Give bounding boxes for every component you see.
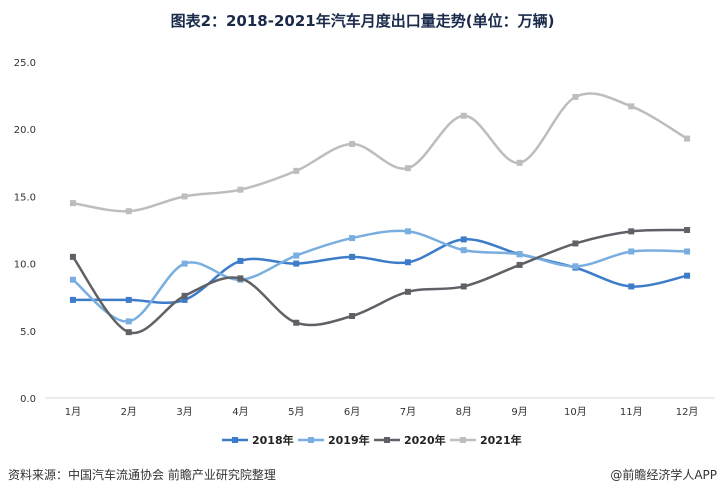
data-point-marker [572, 263, 579, 270]
x-tick-label: 1月 [65, 406, 81, 418]
data-point-marker [460, 236, 467, 243]
data-point-marker [460, 247, 467, 254]
data-point-marker [181, 193, 188, 200]
data-point-marker [516, 251, 523, 258]
x-tick-label: 10月 [564, 406, 587, 418]
data-point-marker [628, 228, 635, 235]
chart-title: 图表2：2018-2021年汽车月度出口量走势(单位：万辆) [170, 12, 555, 30]
data-point-marker [460, 283, 467, 290]
legend-marker [232, 437, 238, 443]
legend-marker [308, 437, 314, 443]
x-tick-label: 7月 [400, 406, 416, 418]
legend-item: 2020年 [374, 433, 446, 447]
data-point-marker [404, 228, 411, 235]
data-point-marker [349, 140, 356, 147]
data-point-marker [69, 253, 76, 260]
x-tick-label: 5月 [288, 406, 304, 418]
data-point-marker [572, 93, 579, 100]
data-point-marker [69, 296, 76, 303]
data-point-marker [237, 275, 244, 282]
data-point-marker [293, 260, 300, 267]
data-point-marker [404, 165, 411, 172]
data-point-marker [293, 167, 300, 174]
data-point-marker [237, 257, 244, 264]
data-point-marker [684, 248, 691, 255]
series-layer [69, 92, 691, 336]
series-line [72, 238, 688, 304]
data-point-marker [628, 283, 635, 290]
x-tick-label: 6月 [344, 406, 360, 418]
x-axis: 1月 2月 3月 4月 5月 6月 7月 8月 9月 10月 11月 12月 [65, 406, 699, 418]
data-point-marker [69, 276, 76, 283]
data-point-marker [293, 319, 300, 326]
x-tick-label: 3月 [176, 406, 192, 418]
x-tick-label: 8月 [456, 406, 472, 418]
legend-label: 2019年 [328, 433, 370, 447]
data-point-marker [684, 227, 691, 233]
data-point-marker [125, 318, 132, 325]
x-tick-label: 11月 [620, 406, 643, 418]
y-tick-label: 0.0 [20, 394, 36, 405]
legend-label: 2020年 [404, 433, 446, 447]
data-point-marker [349, 235, 356, 242]
legend-label: 2021年 [480, 433, 522, 447]
data-point-marker [684, 272, 691, 279]
series-0 [69, 236, 691, 304]
legend-marker [384, 437, 390, 443]
data-point-marker [125, 329, 132, 336]
data-point-marker [181, 292, 188, 299]
y-tick-label: 20.0 [14, 125, 36, 136]
data-point-marker [181, 296, 188, 303]
x-tick-label: 12月 [676, 406, 699, 418]
y-tick-label: 10.0 [14, 260, 36, 271]
data-point-marker [125, 296, 132, 303]
data-point-marker [516, 159, 523, 166]
x-tick-label: 2月 [121, 406, 137, 418]
series-3 [69, 92, 691, 215]
legend-item: 2019年 [298, 433, 370, 447]
data-point-marker [516, 261, 523, 268]
y-tick-label: 25.0 [14, 58, 36, 69]
data-point-marker [404, 288, 411, 295]
data-point-marker [628, 248, 635, 255]
y-tick-label: 5.0 [20, 327, 36, 338]
data-point-marker [293, 252, 300, 259]
data-point-marker [349, 253, 356, 260]
data-point-marker [572, 240, 579, 247]
data-point-marker [404, 259, 411, 266]
legend-item: 2021年 [450, 433, 522, 447]
x-tick-label: 9月 [511, 406, 527, 418]
data-point-marker [237, 186, 244, 193]
brand-note: @前瞻经济学人APP [610, 468, 717, 482]
legend-item: 2018年 [222, 433, 294, 447]
legend-label: 2018年 [252, 433, 294, 447]
series-line [72, 92, 688, 213]
data-point-marker [628, 103, 635, 110]
data-point-marker [125, 208, 132, 215]
data-point-marker [181, 260, 188, 267]
data-point-marker [684, 135, 691, 142]
data-point-marker [69, 200, 76, 207]
y-axis: 0.0 5.0 10.0 15.0 20.0 25.0 [14, 58, 36, 405]
y-tick-label: 15.0 [14, 192, 36, 203]
legend: 2018年 2019年 2020年 2021年 [222, 433, 522, 447]
data-point-marker [349, 313, 356, 320]
legend-marker [460, 437, 466, 443]
data-point-marker [460, 112, 467, 119]
source-note: 资料来源：中国汽车流通协会 前瞻产业研究院整理 [8, 468, 276, 482]
x-tick-label: 4月 [232, 406, 248, 418]
series-2 [69, 227, 691, 336]
